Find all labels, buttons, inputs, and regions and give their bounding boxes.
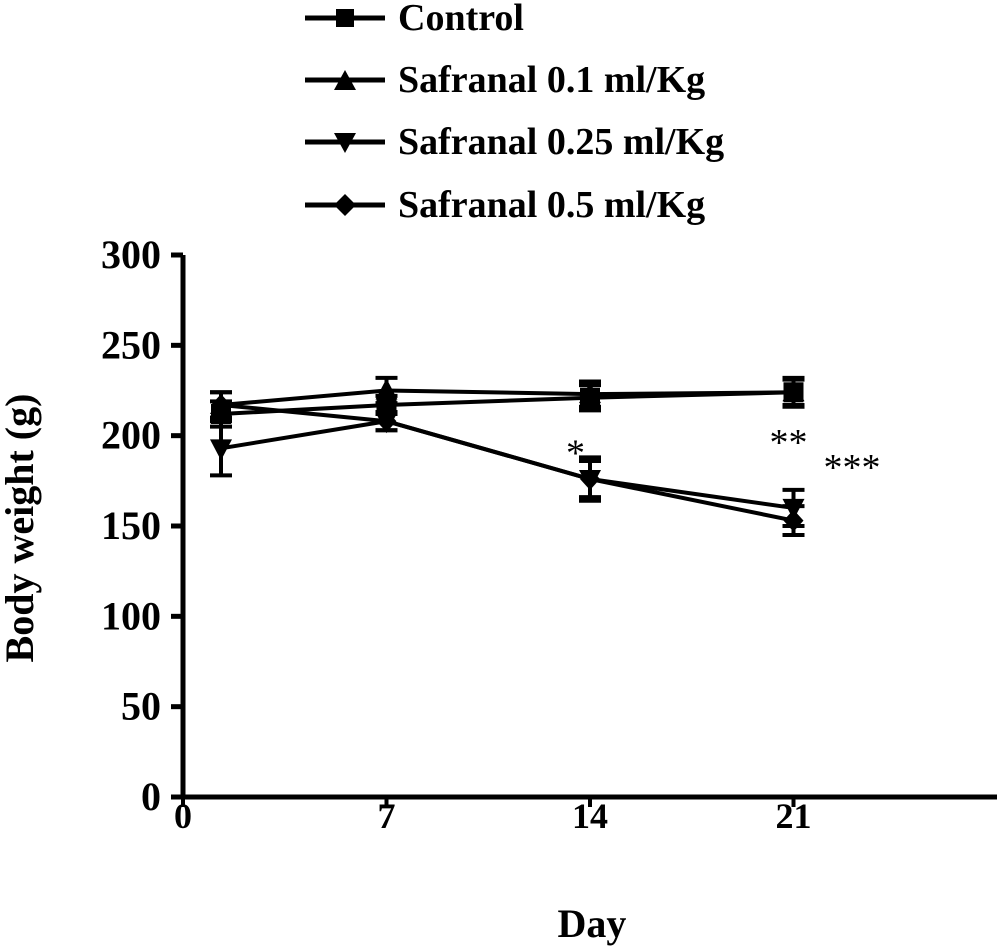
y-axis-label: Body weight (g) [0,394,42,663]
legend-label-control: Control [398,0,524,39]
x-tick-label: 7 [378,796,396,836]
x-tick-label: 14 [572,796,608,836]
y-tick-label: 0 [141,774,161,819]
y-tick-label: 150 [101,503,161,548]
legend-label-safranal-0-5: Safranal 0.5 ml/Kg [398,184,705,226]
x-tick-label: 21 [776,796,812,836]
legend: Control Safranal 0.1 ml/Kg Safranal 0.25… [305,0,724,226]
legend-label-safranal-0-25: Safranal 0.25 ml/Kg [398,121,724,163]
series-3-point [376,410,397,433]
significance-marker: ** [770,422,808,464]
series-2-line [220,419,794,510]
y-tick-label: 300 [101,232,161,277]
significance-marker: * [566,433,585,475]
plot-area: * ***** [210,375,881,538]
axes: 0 50 100 150 200 250 300 0 7 14 21 [101,232,997,836]
significance-marker: *** [824,447,881,489]
legend-label-safranal-0-1: Safranal 0.1 ml/Kg [398,59,705,101]
y-tick-label: 100 [101,593,161,638]
series-2 [210,410,805,528]
series-1-point [782,380,805,402]
x-tick-label: 0 [174,796,192,836]
series-3-line [220,402,794,523]
legend-entry-safranal-0-25: Safranal 0.25 ml/Kg [305,121,724,163]
y-tick-label: 200 [101,413,161,458]
series-0 [210,375,805,429]
series-1-point [579,382,601,404]
y-tick-label: 50 [121,684,161,729]
series-3-point [783,509,804,532]
legend-entry-safranal-0-1: Safranal 0.1 ml/Kg [305,59,705,101]
series-1-point [375,378,398,400]
legend-entry-control: Control [305,0,524,39]
legend-entry-safranal-0-5: Safranal 0.5 ml/Kg [305,184,705,226]
x-axis-label: Day [558,901,627,946]
y-tick-label: 250 [101,322,161,367]
series-2-point [210,439,232,461]
series-3-point [211,393,231,416]
series-3 [210,390,805,538]
series-3-point [580,468,600,491]
series-1-line [220,388,794,407]
